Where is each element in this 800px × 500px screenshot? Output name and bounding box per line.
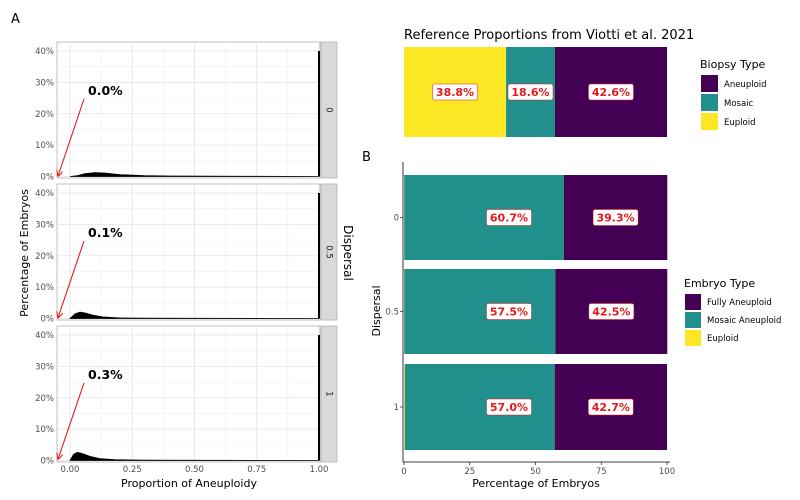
y-tick-label: 10% [35,141,54,151]
facet-strip [320,41,338,179]
legend-swatch [685,294,701,310]
density-area [68,311,320,319]
data-label: 57.0% [490,401,528,414]
y-tick-label: 0 [394,214,399,224]
annotation-arrow [58,240,85,318]
annotation-arrow [58,98,85,176]
y-tick-label: 0% [41,173,55,183]
legend-swatch [685,330,701,346]
density-area [69,451,320,461]
reference-title: Reference Proportions from Viotti et al.… [404,28,694,43]
legend-swatch [685,312,701,328]
y-tick-label: 40% [35,189,54,199]
x-tick-label: 0.25 [123,465,142,475]
facet-panel [56,325,321,463]
y-tick-label: 0% [41,457,55,467]
data-label-box [486,398,532,416]
x-tick-label: 0.00 [61,465,80,475]
data-label: 57.5% [490,306,528,319]
data-label: 60.7% [490,212,528,225]
bar-segment-mosaic-aneuploid [404,364,555,450]
panel-b-ylabel: Dispersal [370,285,383,336]
data-label-box [588,83,634,101]
y-tick-label: 0.5 [385,308,399,318]
legend-label: Aneuploid [724,80,767,90]
bar-segment-mosaic-aneuploid [404,175,564,260]
legend-label: Mosaic Aneuploid [707,316,781,326]
panel-a-xlabel: Proportion of Aneuploidy [121,477,257,490]
biopsy-legend-title: Biopsy Type [700,58,766,71]
y-tick-label: 40% [35,331,54,341]
legend-swatch [701,113,718,130]
facet-strip [320,325,338,463]
y-tick-label: 10% [35,425,54,435]
data-label: 39.3% [596,212,634,225]
facet-panel [56,41,321,179]
data-label: 18.6% [511,86,549,99]
x-tick-label: 75 [596,467,607,477]
panel-b-tag: B [362,150,371,165]
panel-a-ylabel: Percentage of Embryos [18,189,31,317]
legend-swatch [701,94,718,111]
legend-label: Euploid [707,334,738,344]
facet-strip-label: 0.5 [324,245,334,259]
data-label-box [486,209,532,226]
panel-b-xlabel: Percentage of Embryos [472,477,600,490]
density-area [69,172,320,177]
embryo-legend: Fully Aneuploid Mosaic Aneuploid Euploid [685,294,781,346]
y-tick-label: 30% [35,78,54,88]
data-label-box [588,303,635,320]
legend-swatch [701,75,718,92]
data-label-box [507,83,554,101]
data-label-box [486,303,532,320]
data-label: 42.7% [592,401,630,414]
data-label-box [592,209,639,226]
facet-panel [56,183,321,321]
y-tick-label: 10% [35,283,54,293]
data-label: 38.8% [436,86,474,99]
data-label: 42.6% [592,86,630,99]
reference-bar: 38.8% 18.6% 42.6% [404,47,667,137]
x-tick-label: 100 [659,467,675,477]
panel-a-facet-label: Dispersal [341,225,355,281]
data-label-box [432,83,478,101]
y-tick-label: 30% [35,362,54,372]
x-tick-label: 50 [530,467,541,477]
embryo-legend-title: Embryo Type [684,277,755,290]
y-tick-label: 30% [35,220,54,230]
bar-segment-mosaic-aneuploid [404,269,556,354]
y-tick-label: 20% [35,394,54,404]
y-tick-label: 20% [35,110,54,120]
legend-label: Mosaic [724,99,754,109]
y-tick-label: 20% [35,252,54,262]
facet-strip-label: 1 [324,391,334,396]
facet-strip [320,183,338,321]
data-label: 42.5% [592,306,630,319]
bar-segment-euploid [404,364,405,450]
panel-a-facets: 0%10%20%30%40%00.0%0%10%20%30%40%0.50.1%… [35,41,338,475]
x-tick-label: 1.00 [310,465,329,475]
x-tick-label: 25 [464,467,475,477]
annotation-label: 0.3% [88,367,123,382]
panel-a-tag: A [11,12,20,27]
legend-label: Fully Aneuploid [707,298,772,308]
panel-b-bars: 025507510000.1%60.7%39.3%0.50.1%57.5%42.… [385,162,675,477]
annotation-arrow [58,382,85,459]
x-tick-label: 0 [401,467,406,477]
x-tick-label: 0.50 [185,465,204,475]
data-label-box [588,398,634,416]
y-tick-label: 1 [394,403,399,413]
annotation-label: 0.1% [88,225,123,240]
annotation-label: 0.0% [88,83,123,98]
y-tick-label: 0% [41,315,55,325]
biopsy-legend: Aneuploid Mosaic Euploid [701,75,767,130]
y-tick-label: 40% [35,47,54,57]
x-tick-label: 0.75 [247,465,266,475]
facet-strip-label: 0 [324,107,334,112]
legend-label: Euploid [724,118,755,128]
